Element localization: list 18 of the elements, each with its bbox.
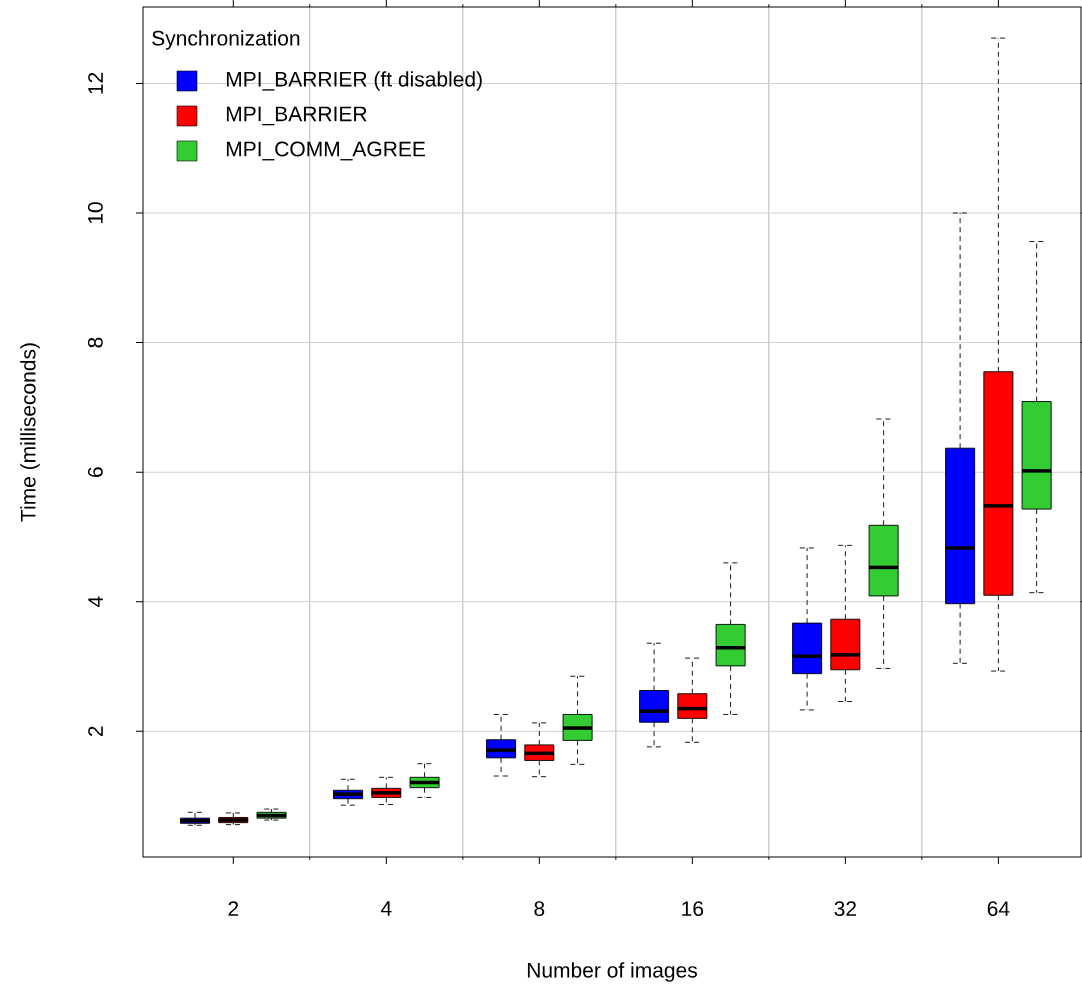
x-tick-label: 64 [987,901,1010,917]
legend-label: MPI_BARRIER (ft disabled) [226,71,482,91]
y-tick-label: 12 [88,72,103,94]
x-tick-label: 32 [834,901,856,917]
legend-title: Synchronization [152,30,300,50]
y-tick-label: 6 [87,467,103,477]
legend-label: MPI_BARRIER [226,106,367,126]
x-axis-title: Number of images [527,962,697,982]
y-tick-label: 10 [87,202,103,224]
x-tick-label: 8 [534,901,545,917]
y-tick-label: 2 [88,726,103,737]
x-tick-label: 4 [380,901,392,916]
legend-label: MPI_COMM_AGREE [226,141,425,161]
x-tick-label: 16 [682,901,704,917]
y-tick-label: 4 [88,596,103,608]
y-axis-title: Time (milliseconds) [20,343,40,522]
x-tick-label: 2 [228,901,239,916]
y-tick-label: 8 [87,337,103,348]
